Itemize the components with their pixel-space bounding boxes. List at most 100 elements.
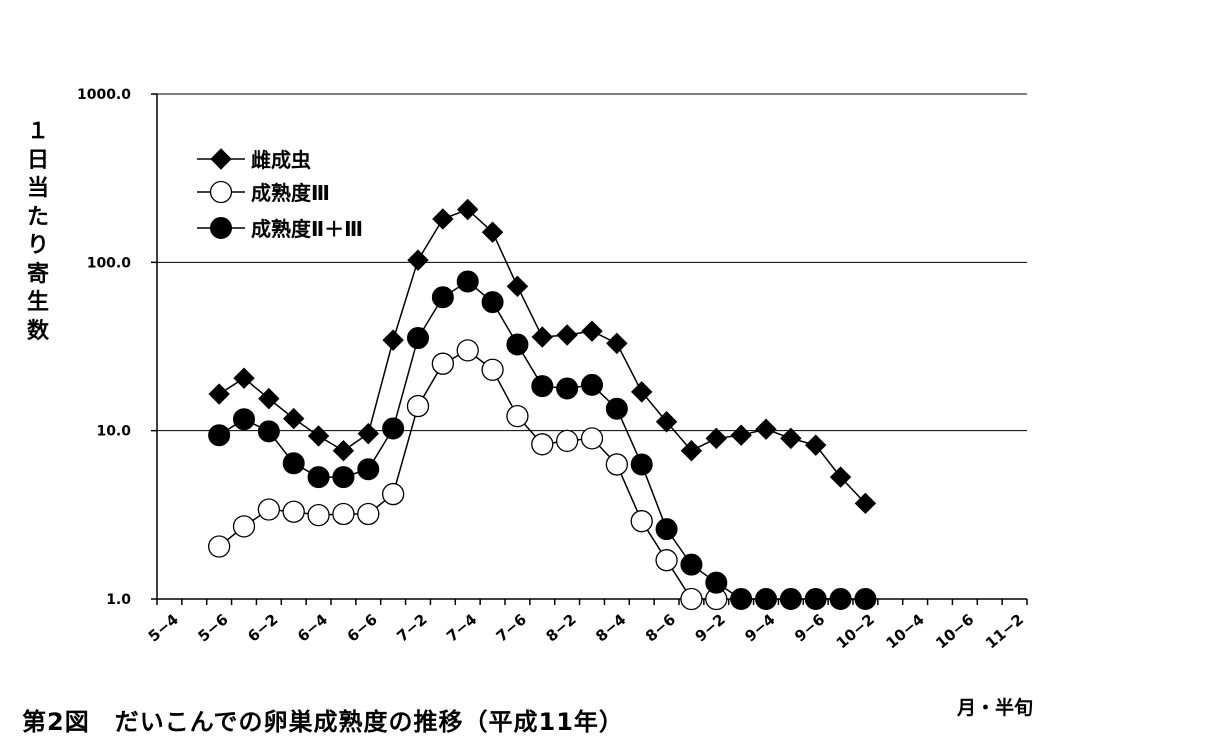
x-tick-label: 11−2 [982,610,1027,652]
legend-label: 成熟度Ⅲ [251,181,330,205]
x-tick-label: 9−2 [692,610,729,645]
x-tick-label: 10−4 [883,610,928,652]
legend-label: 雌成虫 [251,148,311,172]
data-point-open-circle [232,515,256,538]
x-tick-label: 5−6 [195,610,232,645]
y-axis-label-char: り [26,233,49,258]
y-axis-label: １ 日当たり寄生数 [22,118,54,346]
x-tick-label: 9−4 [741,610,778,645]
data-point-filled-circle [854,588,877,610]
series-filled-circle [208,270,877,610]
legend-entry: 成熟度Ⅲ [197,180,330,205]
x-tick-label: 10−2 [833,610,878,652]
data-point-open-circle [605,453,629,476]
data-point-filled-circle [630,453,653,476]
legend-entry: 成熟度Ⅱ＋Ⅲ [197,217,363,241]
data-point-filled-circle [208,424,231,447]
data-point-diamond [357,422,379,445]
data-point-open-circle [207,535,231,558]
data-point-filled-circle [779,588,802,610]
y-tick-label: 10.0 [96,424,131,440]
x-tick-label: 10−6 [932,610,977,652]
data-point-filled-circle [556,377,579,400]
data-point-diamond [457,198,479,221]
y-axis-label-char: 寄 [26,261,49,287]
data-point-filled-circle [332,466,355,489]
x-tick-label: 8−6 [642,610,679,645]
data-point-open-circle [456,339,479,362]
series-open-circle [207,339,728,611]
y-tick-labels: 1.0 10.0 100.0 1000.0 [77,87,131,608]
data-point-open-circle [481,358,504,381]
legend-label: 成熟度Ⅱ＋Ⅲ [251,217,363,241]
data-point-filled-circle [456,270,479,293]
data-point-filled-circle [282,452,305,475]
series [207,198,877,611]
data-point-open-circle [580,427,604,450]
data-point-diamond [655,411,678,433]
data-point-diamond [755,418,777,440]
data-point-diamond [606,332,628,355]
y-axis-label-char: 当 [26,176,49,201]
x-tick-label: 5−4 [145,610,182,645]
data-point-filled-circle [382,417,405,440]
x-tick-label: 6−2 [244,610,281,645]
x-tick-label: 6−6 [344,610,381,645]
x-tick-label: 8−2 [543,610,580,645]
data-point-filled-circle [257,420,280,443]
data-point-filled-circle [755,588,777,610]
x-axis-label: 月・半旬 [957,697,1034,719]
data-point-diamond [829,466,852,488]
y-axis-label-char: １ [26,119,49,144]
data-point-filled-circle [581,373,603,396]
data-point-diamond [407,249,429,271]
series-line [218,208,866,504]
data-point-diamond [556,324,578,346]
x-tick-label: 7−6 [493,610,530,645]
data-point-open-circle [357,502,380,526]
data-point-diamond [481,221,504,243]
data-point-filled-circle [481,291,504,314]
data-point-diamond [332,440,355,462]
axes [151,93,1028,605]
data-point-open-circle [680,587,703,611]
data-point-open-circle [431,352,455,375]
data-point-filled-circle [431,286,454,309]
data-point-open-circle [209,180,233,204]
data-point-filled-circle [730,588,753,610]
data-point-diamond [307,425,330,447]
data-point-open-circle [282,500,305,523]
data-point-filled-circle [307,466,330,489]
data-point-open-circle [257,498,281,521]
data-point-filled-circle [210,217,232,239]
series-diamond [208,198,877,515]
data-point-diamond [780,427,802,450]
y-tick-label: 1000.0 [77,87,131,103]
data-point-diamond [233,367,255,389]
x-tick-label: 6−4 [294,610,331,645]
data-point-diamond [506,275,529,298]
data-point-diamond [283,407,305,430]
data-point-diamond [805,434,827,456]
x-tick-label: 7−4 [443,610,480,645]
y-tick-label: 1.0 [106,592,131,608]
data-point-diamond [258,387,280,410]
data-point-filled-circle [531,375,554,398]
data-point-diamond [210,148,232,170]
data-point-diamond [581,320,603,342]
data-point-open-circle [406,394,430,418]
data-point-filled-circle [705,571,728,594]
data-point-diamond [854,492,877,515]
legend-entry: 雌成虫 [197,148,311,172]
data-point-open-circle [506,404,529,428]
data-point-open-circle [332,502,355,526]
data-point-open-circle [381,482,405,506]
data-point-filled-circle [655,518,678,541]
data-point-diamond [531,326,553,348]
data-point-diamond [705,427,727,450]
data-point-diamond [382,329,404,351]
figure-caption: 第2図 だいこんでの卵巣成熟度の推移（平成11年） [22,708,624,736]
y-axis-label-char: 日 [26,147,49,173]
